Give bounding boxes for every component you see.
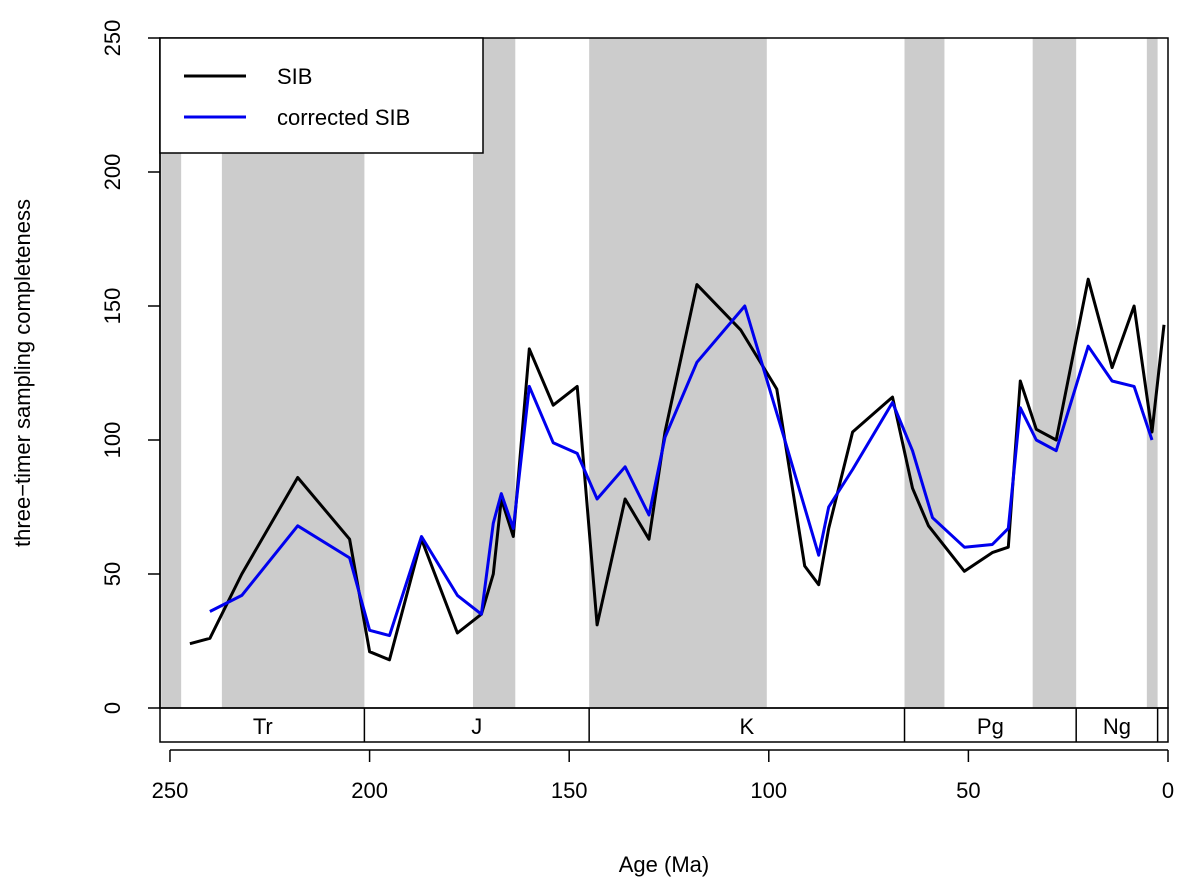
legend-box bbox=[159, 37, 484, 154]
series-layer bbox=[189, 277, 1166, 662]
x-axis-label: Age (Ma) bbox=[619, 852, 709, 877]
y-tick-label: 100 bbox=[100, 422, 125, 459]
period-label: J bbox=[471, 714, 482, 739]
legend-entry-label: SIB bbox=[277, 64, 312, 89]
y-tick-label: 50 bbox=[100, 562, 125, 586]
y-tick-label: 150 bbox=[100, 288, 125, 325]
period-bar: Tr J K Pg Ng bbox=[159, 707, 1169, 743]
y-tick-label: 200 bbox=[100, 154, 125, 191]
period-label: K bbox=[739, 714, 754, 739]
y-tick-label: 0 bbox=[100, 702, 125, 714]
x-tick-label: 50 bbox=[956, 778, 980, 803]
shaded-stage-band bbox=[161, 38, 182, 708]
x-tick-label: 250 bbox=[152, 778, 189, 803]
shaded-stage-band bbox=[904, 38, 945, 708]
legend-entry-label: corrected SIB bbox=[277, 105, 410, 130]
x-axis: 250 200 150 100 50 0 bbox=[152, 749, 1174, 803]
x-tick-label: 0 bbox=[1162, 778, 1174, 803]
series-line-sib bbox=[189, 277, 1166, 662]
period-bar-frame bbox=[159, 707, 1169, 743]
y-tick-label: 250 bbox=[100, 20, 125, 57]
period-label: Ng bbox=[1103, 714, 1131, 739]
y-axis-label: three−timer sampling completeness bbox=[10, 199, 35, 547]
series-line-corrected-sib bbox=[209, 304, 1154, 638]
stage-shading bbox=[161, 38, 1158, 708]
x-tick-label: 200 bbox=[351, 778, 388, 803]
x-tick-label: 100 bbox=[750, 778, 787, 803]
y-axis: 0 50 100 150 200 250 bbox=[100, 20, 161, 714]
shaded-stage-band bbox=[1146, 38, 1158, 708]
period-label: Pg bbox=[977, 714, 1004, 739]
x-tick-label: 150 bbox=[551, 778, 588, 803]
legend: SIB corrected SIB bbox=[159, 37, 484, 154]
period-label: Tr bbox=[253, 714, 273, 739]
